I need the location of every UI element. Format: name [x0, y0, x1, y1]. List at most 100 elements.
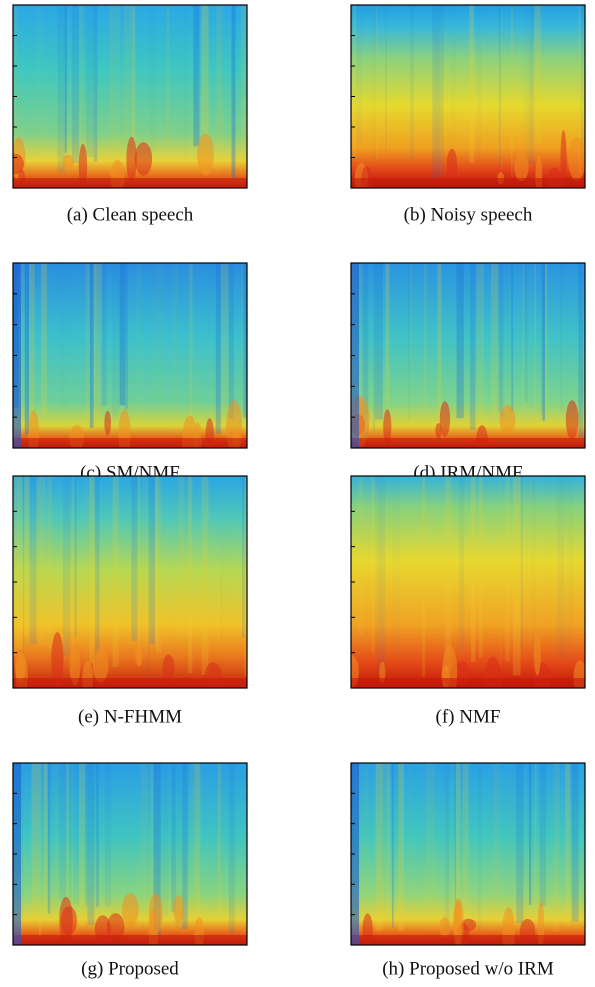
spectrogram-stripe: [154, 476, 157, 647]
spectrogram-blob: [69, 643, 81, 686]
spectrogram-stripe: [401, 263, 408, 419]
spectrogram-stripe: [201, 476, 209, 675]
spectrogram-stripe: [64, 5, 67, 154]
spectrogram-blob: [28, 410, 39, 448]
spectrogram-stripe: [193, 5, 200, 147]
spectrogram-stripe: [498, 263, 501, 413]
spectrogram: [13, 763, 247, 945]
spectrogram-stripe: [356, 263, 363, 408]
spectrogram-stripe: [580, 5, 584, 160]
spectrogram-stripe: [362, 263, 369, 439]
spectrogram-stripe: [28, 263, 35, 433]
spectrogram-blob: [379, 661, 386, 683]
spectrogram-stripe: [454, 763, 456, 904]
spectrogram-stripe: [410, 5, 414, 161]
spectrogram-stripe: [73, 763, 79, 904]
spectrogram-stripe: [190, 763, 195, 930]
spectrogram-stripe: [178, 476, 185, 638]
spectrogram-stripe: [47, 763, 51, 914]
spectrogram-stripe: [476, 263, 485, 427]
spectrogram-stripe: [393, 476, 400, 656]
spectrogram-stripe: [444, 763, 450, 935]
spectrogram-blob: [162, 654, 175, 682]
spectrogram-stripe: [543, 476, 550, 650]
spectrogram-stripe: [478, 476, 483, 658]
spectrogram: [13, 5, 247, 188]
spectrogram-stripe: [112, 263, 118, 417]
spectrogram-stripe: [172, 263, 178, 431]
spectrogram-stripe: [133, 5, 136, 148]
spectrogram-blob: [514, 152, 529, 182]
spectrogram-stripe: [137, 476, 141, 665]
spectrogram: [351, 5, 585, 188]
panel-caption: (g) Proposed: [81, 958, 179, 979]
spectrogram-stripe: [444, 476, 452, 671]
spectrogram-stripe: [505, 476, 510, 662]
spectrogram-stripe: [228, 763, 235, 934]
spectrogram-stripe: [493, 763, 500, 931]
spectrogram-stripe: [23, 476, 25, 654]
panel-caption: (e) N-FHMM: [78, 706, 182, 727]
spectrogram-stripe: [398, 763, 404, 931]
spectrogram-stripe: [158, 476, 162, 653]
spectrogram-stripe: [375, 476, 377, 667]
spectrogram-stripe: [222, 476, 228, 654]
spectrogram-stripe: [500, 263, 504, 417]
spectrogram-stripe: [89, 476, 94, 664]
spectrogram-stripe: [123, 5, 132, 146]
spectrogram-stripe: [78, 763, 86, 927]
spectrogram-stripe: [491, 263, 499, 416]
spectrogram: [13, 476, 247, 688]
spectrogram-stripe: [377, 5, 385, 154]
spectrogram-stripe: [234, 763, 236, 926]
spectrogram-stripe: [363, 476, 370, 656]
spectrogram-stripe: [469, 5, 475, 163]
spectrogram-stripe: [24, 263, 29, 435]
panel-caption: (f) NMF: [436, 706, 501, 727]
spectrogram-stripe: [85, 263, 90, 430]
spectrogram-stripe: [93, 263, 97, 423]
spectrogram-bottom-band: [13, 678, 247, 688]
spectrogram-blob: [535, 154, 543, 188]
spectrogram-blob: [62, 154, 74, 170]
spectrogram-stripe: [539, 763, 547, 906]
spectrogram-stripe: [13, 476, 17, 657]
spectrogram-stripe: [149, 476, 155, 644]
spectrogram-stripe: [43, 763, 48, 910]
spectrogram-stripe: [244, 476, 247, 677]
spectrogram-stripe: [570, 763, 571, 910]
spectrogram-stripe: [392, 763, 394, 928]
spectrogram-bottom-band: [13, 935, 247, 945]
spectrogram-stripe: [71, 5, 79, 163]
spectrogram-bottom-band: [351, 178, 585, 188]
spectrogram-stripe: [53, 763, 60, 907]
spectrogram-stripe: [46, 476, 53, 650]
spectrogram-blob: [568, 137, 585, 181]
panel-caption: (b) Noisy speech: [404, 204, 533, 225]
spectrogram-stripe: [241, 263, 244, 418]
spectrogram-stripe: [36, 5, 42, 172]
spectrogram-stripe: [74, 476, 77, 638]
spectrogram-stripe: [131, 5, 134, 151]
spectrogram-stripe: [184, 5, 187, 163]
spectrogram-stripe: [578, 5, 581, 175]
spectrogram-stripe: [89, 263, 94, 428]
spectrogram-stripe: [228, 263, 234, 419]
spectrogram-stripe: [425, 763, 428, 931]
spectrogram-blob: [560, 130, 567, 186]
spectrogram-stripe: [166, 5, 170, 147]
spectrogram-stripe: [189, 263, 193, 421]
spectrogram-stripe: [24, 476, 30, 637]
spectrogram-blob: [60, 906, 77, 936]
spectrogram-stripe: [565, 763, 571, 925]
spectrogram-bottom-band: [351, 438, 585, 448]
spectrogram: [13, 263, 247, 448]
spectrogram-stripe: [235, 763, 236, 910]
spectrogram-stripe: [59, 263, 66, 409]
spectrogram-stripe: [534, 763, 537, 904]
spectrogram-background: [351, 5, 585, 188]
spectrogram-stripe: [38, 476, 46, 646]
spectrogram-stripe: [71, 476, 75, 671]
spectrogram-stripe: [353, 5, 357, 158]
spectrogram-stripe: [409, 263, 413, 411]
